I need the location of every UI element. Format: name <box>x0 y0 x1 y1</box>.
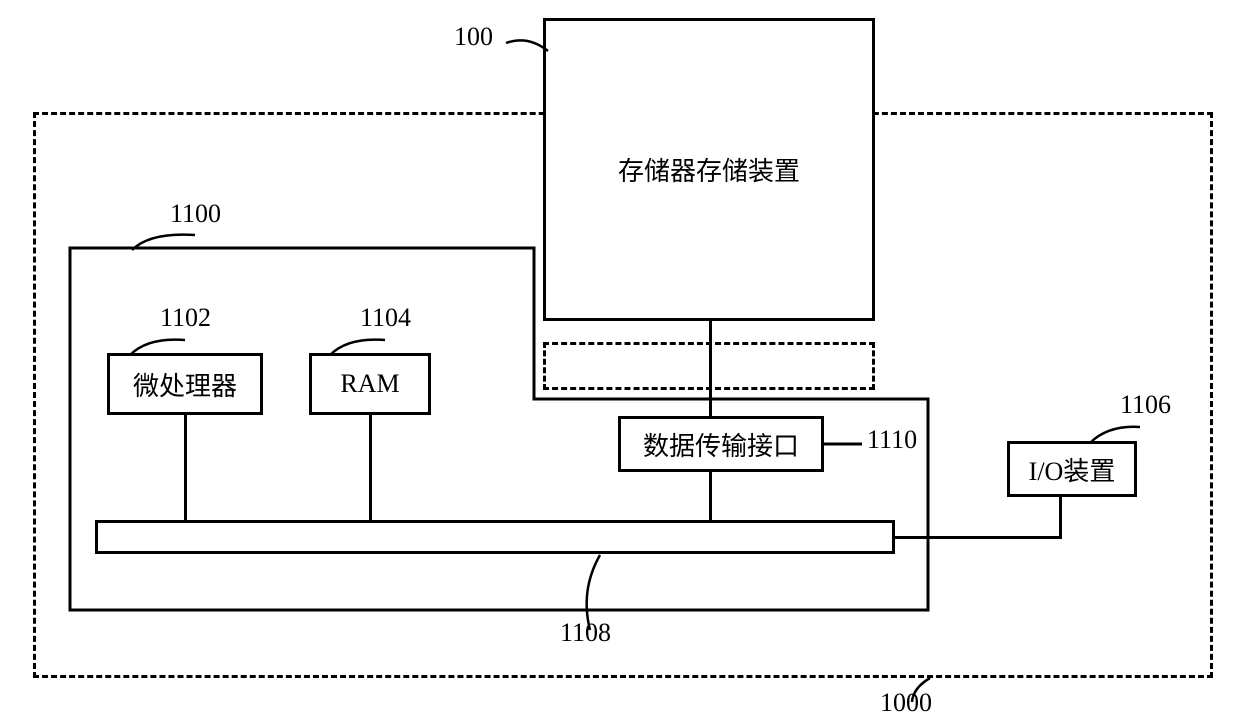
ref-1000: 1000 <box>880 688 932 718</box>
block-diagram: 存储器存储装置 微处理器 RAM 数据传输接口 I/O装置 100 1100 1… <box>0 0 1240 724</box>
leader-1000 <box>0 0 1240 724</box>
